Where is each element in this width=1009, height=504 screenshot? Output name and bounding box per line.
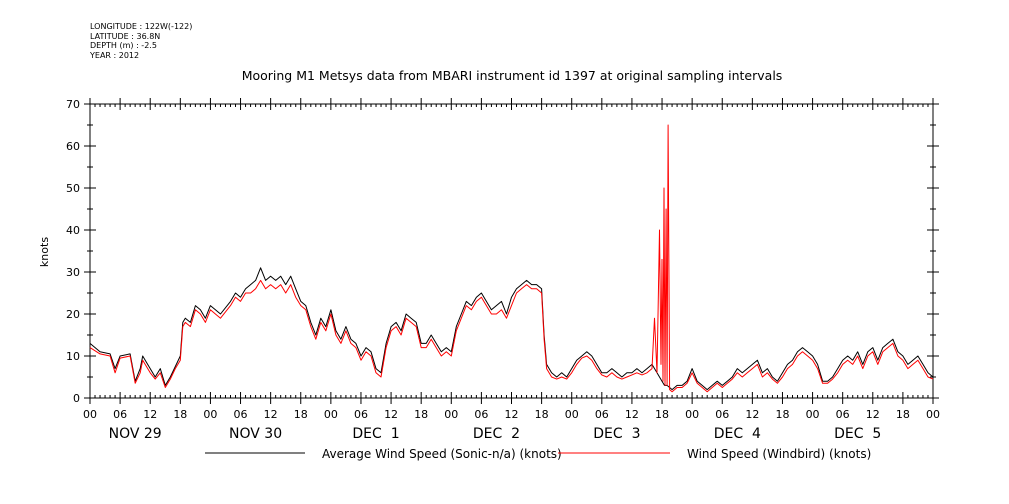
y-tick-label: 70 <box>66 98 80 111</box>
x-tick-label: 00 <box>444 408 458 421</box>
x-tick-label: 06 <box>715 408 729 421</box>
x-tick-label: 00 <box>203 408 217 421</box>
x-tick-label: 06 <box>113 408 127 421</box>
y-tick-label: 0 <box>73 392 80 405</box>
x-day-label: DEC 1 <box>352 426 399 442</box>
x-tick-label: 06 <box>354 408 368 421</box>
y-axis: 0 10 20 30 40 50 60 70 <box>66 98 939 405</box>
x-day-label: DEC 4 <box>714 426 761 442</box>
depth-label: DEPTH (m) : -2.5 <box>90 41 157 50</box>
plot-frame <box>89 103 934 399</box>
x-tick-label: 18 <box>655 408 669 421</box>
longitude-label: LONGITUDE : 122W(-122) <box>90 22 193 31</box>
mooring-metadata: LONGITUDE : 122W(-122) LATITUDE : 36.8N … <box>90 22 192 60</box>
x-axis: 00 06 12 18 00 06 12 18 00 06 12 18 00 06 12 18 00 06 12 18… <box>83 98 940 442</box>
series-layer <box>89 124 934 393</box>
x-tick-label: 12 <box>505 408 519 421</box>
x-tick-label: 06 <box>836 408 850 421</box>
x-day-label: NOV 29 <box>109 426 162 442</box>
y-tick-label: 30 <box>66 266 80 279</box>
series-line-2 <box>89 124 934 393</box>
y-tick-label: 40 <box>66 224 80 237</box>
x-tick-label: 18 <box>535 408 549 421</box>
x-tick-label: 12 <box>143 408 157 421</box>
legend-label: Average Wind Speed (Sonic-n/a) (knots) <box>322 447 562 461</box>
x-tick-label: 18 <box>414 408 428 421</box>
y-tick-label: 50 <box>66 182 80 195</box>
x-tick-label: 06 <box>474 408 488 421</box>
x-tick-label: 12 <box>384 408 398 421</box>
x-tick-label: 00 <box>685 408 699 421</box>
series-line-1 <box>89 267 934 391</box>
x-tick-label: 18 <box>896 408 910 421</box>
x-tick-label: 00 <box>83 408 97 421</box>
x-tick-label: 18 <box>775 408 789 421</box>
x-tick-label: 18 <box>294 408 308 421</box>
x-day-label: DEC 3 <box>593 426 640 442</box>
x-tick-label: 12 <box>866 408 880 421</box>
y-tick-label: 20 <box>66 308 80 321</box>
x-tick-label: 18 <box>173 408 187 421</box>
latitude-label: LATITUDE : 36.8N <box>90 31 161 41</box>
x-tick-label: 12 <box>745 408 759 421</box>
x-tick-label: 00 <box>565 408 579 421</box>
y-axis-label: knots <box>38 237 51 267</box>
legend: Average Wind Speed (Sonic-n/a) (knots) Wi… <box>205 447 871 461</box>
x-day-label: DEC 2 <box>473 426 520 442</box>
x-tick-label: 06 <box>595 408 609 421</box>
chart-title: Mooring M1 Metsys data from MBARI instru… <box>242 68 783 83</box>
x-tick-label: 06 <box>234 408 248 421</box>
x-tick-label: 12 <box>625 408 639 421</box>
y-tick-label: 10 <box>66 350 80 363</box>
x-tick-label: 00 <box>806 408 820 421</box>
y-tick-label: 60 <box>66 140 80 153</box>
x-day-label: NOV 30 <box>229 426 282 442</box>
x-tick-label: 00 <box>324 408 338 421</box>
x-tick-label: 12 <box>264 408 278 421</box>
legend-label: Wind Speed (Windbird) (knots) <box>687 447 871 461</box>
x-tick-label: 00 <box>926 408 940 421</box>
x-day-label: DEC 5 <box>834 426 881 442</box>
year-label: YEAR : 2012 <box>90 50 140 60</box>
